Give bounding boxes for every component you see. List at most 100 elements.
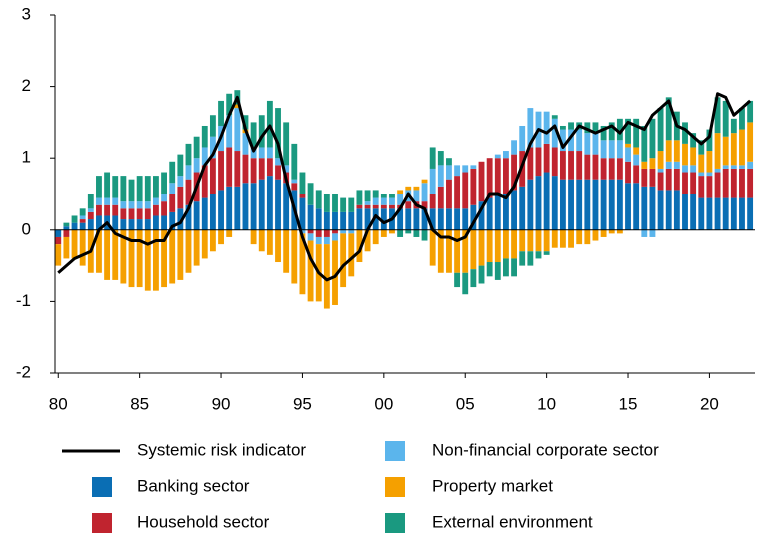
bar-segment <box>63 222 70 227</box>
bar-segment <box>722 100 729 137</box>
bar-segment <box>527 229 534 252</box>
bar-segment <box>258 229 265 252</box>
bar-segment <box>511 154 517 191</box>
bar-segment <box>730 133 737 166</box>
bar-segment <box>266 229 273 255</box>
bar-segment <box>446 229 452 273</box>
bar-segment <box>429 194 436 209</box>
bar-segment <box>55 244 62 266</box>
bar-segment <box>494 154 501 159</box>
bar-segment <box>250 229 257 245</box>
bar-segment <box>291 229 298 284</box>
bar-segment <box>503 194 509 230</box>
bar-segment <box>185 204 192 230</box>
y-tick-label: -1 <box>16 291 31 310</box>
bar-segment <box>356 190 363 205</box>
bar-segment <box>592 154 599 180</box>
bar-segment <box>266 158 273 177</box>
bar-segment <box>706 129 713 152</box>
bar-segment <box>307 183 314 205</box>
bar-segment <box>218 229 224 245</box>
bar-segment <box>104 197 111 205</box>
bar-segment <box>682 165 688 173</box>
bar-segment <box>503 258 509 277</box>
bar-segment <box>698 154 705 173</box>
bar-segment <box>551 176 558 230</box>
bar-segment <box>209 136 216 159</box>
bar-segment <box>275 229 281 263</box>
bar-segment <box>421 179 428 184</box>
bar-segment <box>413 190 420 202</box>
bar-segment <box>340 233 347 288</box>
bar-segment <box>185 165 192 180</box>
bar-segment <box>494 158 501 194</box>
bar-segment <box>177 154 184 177</box>
bar-segment <box>397 194 404 205</box>
bar-segment <box>283 122 290 166</box>
bar-segment <box>250 147 257 159</box>
bar-segment <box>153 197 159 205</box>
bar-segment <box>185 179 192 205</box>
bar-segment <box>413 208 420 230</box>
bar-segment <box>79 222 86 230</box>
bar-segment <box>543 229 550 252</box>
bar-segment <box>332 233 338 241</box>
bar-segment <box>266 100 273 148</box>
bar-segment <box>633 147 640 155</box>
bar-segment <box>649 168 656 187</box>
bar-segment <box>364 229 371 252</box>
bar-segment <box>356 229 363 263</box>
bar-segment <box>584 229 591 245</box>
x-tick-label: 10 <box>537 394 556 413</box>
bar-segment <box>315 229 322 237</box>
bar-segment <box>503 158 509 194</box>
bar-segment <box>739 168 745 198</box>
bar-segment <box>161 229 167 288</box>
bar-segment <box>641 161 648 169</box>
bar-segment <box>673 190 680 230</box>
bar-segment <box>380 208 387 230</box>
bar-segment <box>201 147 208 166</box>
bar-segment <box>128 179 135 202</box>
bar-segment <box>307 240 314 302</box>
y-tick-label: 1 <box>22 148 31 167</box>
legend-label: Systemic risk indicator <box>137 440 306 459</box>
x-tick-label: 00 <box>374 394 393 413</box>
bar-segment <box>413 186 420 191</box>
bar-segment <box>250 158 257 184</box>
bar-segment <box>323 244 330 309</box>
bar-segment <box>364 208 371 230</box>
legend-label: External environment <box>432 512 593 531</box>
bar-segment <box>193 201 200 230</box>
bar-segment <box>177 229 184 280</box>
legend-swatch <box>92 477 112 497</box>
bar-segment <box>682 194 688 230</box>
bar-segment <box>120 201 127 209</box>
bar-segment <box>332 211 338 230</box>
y-tick-label: 3 <box>22 4 31 23</box>
bar-segment <box>136 219 143 230</box>
bar-segment <box>397 229 404 237</box>
bar-segment <box>722 165 729 169</box>
x-tick-label: 95 <box>293 394 312 413</box>
bar-segment <box>405 229 412 234</box>
bar-segment <box>226 229 233 237</box>
bar-segment <box>356 208 363 230</box>
bar-segment <box>722 168 729 198</box>
bar-segment <box>136 201 143 209</box>
bar-segment <box>226 115 233 148</box>
bar-segment <box>519 125 526 152</box>
bar-segment <box>503 151 509 159</box>
bar-segment <box>226 147 233 187</box>
bar-segment <box>625 183 631 230</box>
y-tick-label: 0 <box>22 219 31 238</box>
bar-segment <box>568 129 574 152</box>
bar-segment <box>104 172 111 198</box>
bar-segment <box>120 219 127 230</box>
bar-segment <box>682 122 688 144</box>
bar-segment <box>275 165 281 180</box>
bar-segment <box>698 172 705 177</box>
bar-segment <box>79 208 86 216</box>
bar-segment <box>299 197 306 230</box>
